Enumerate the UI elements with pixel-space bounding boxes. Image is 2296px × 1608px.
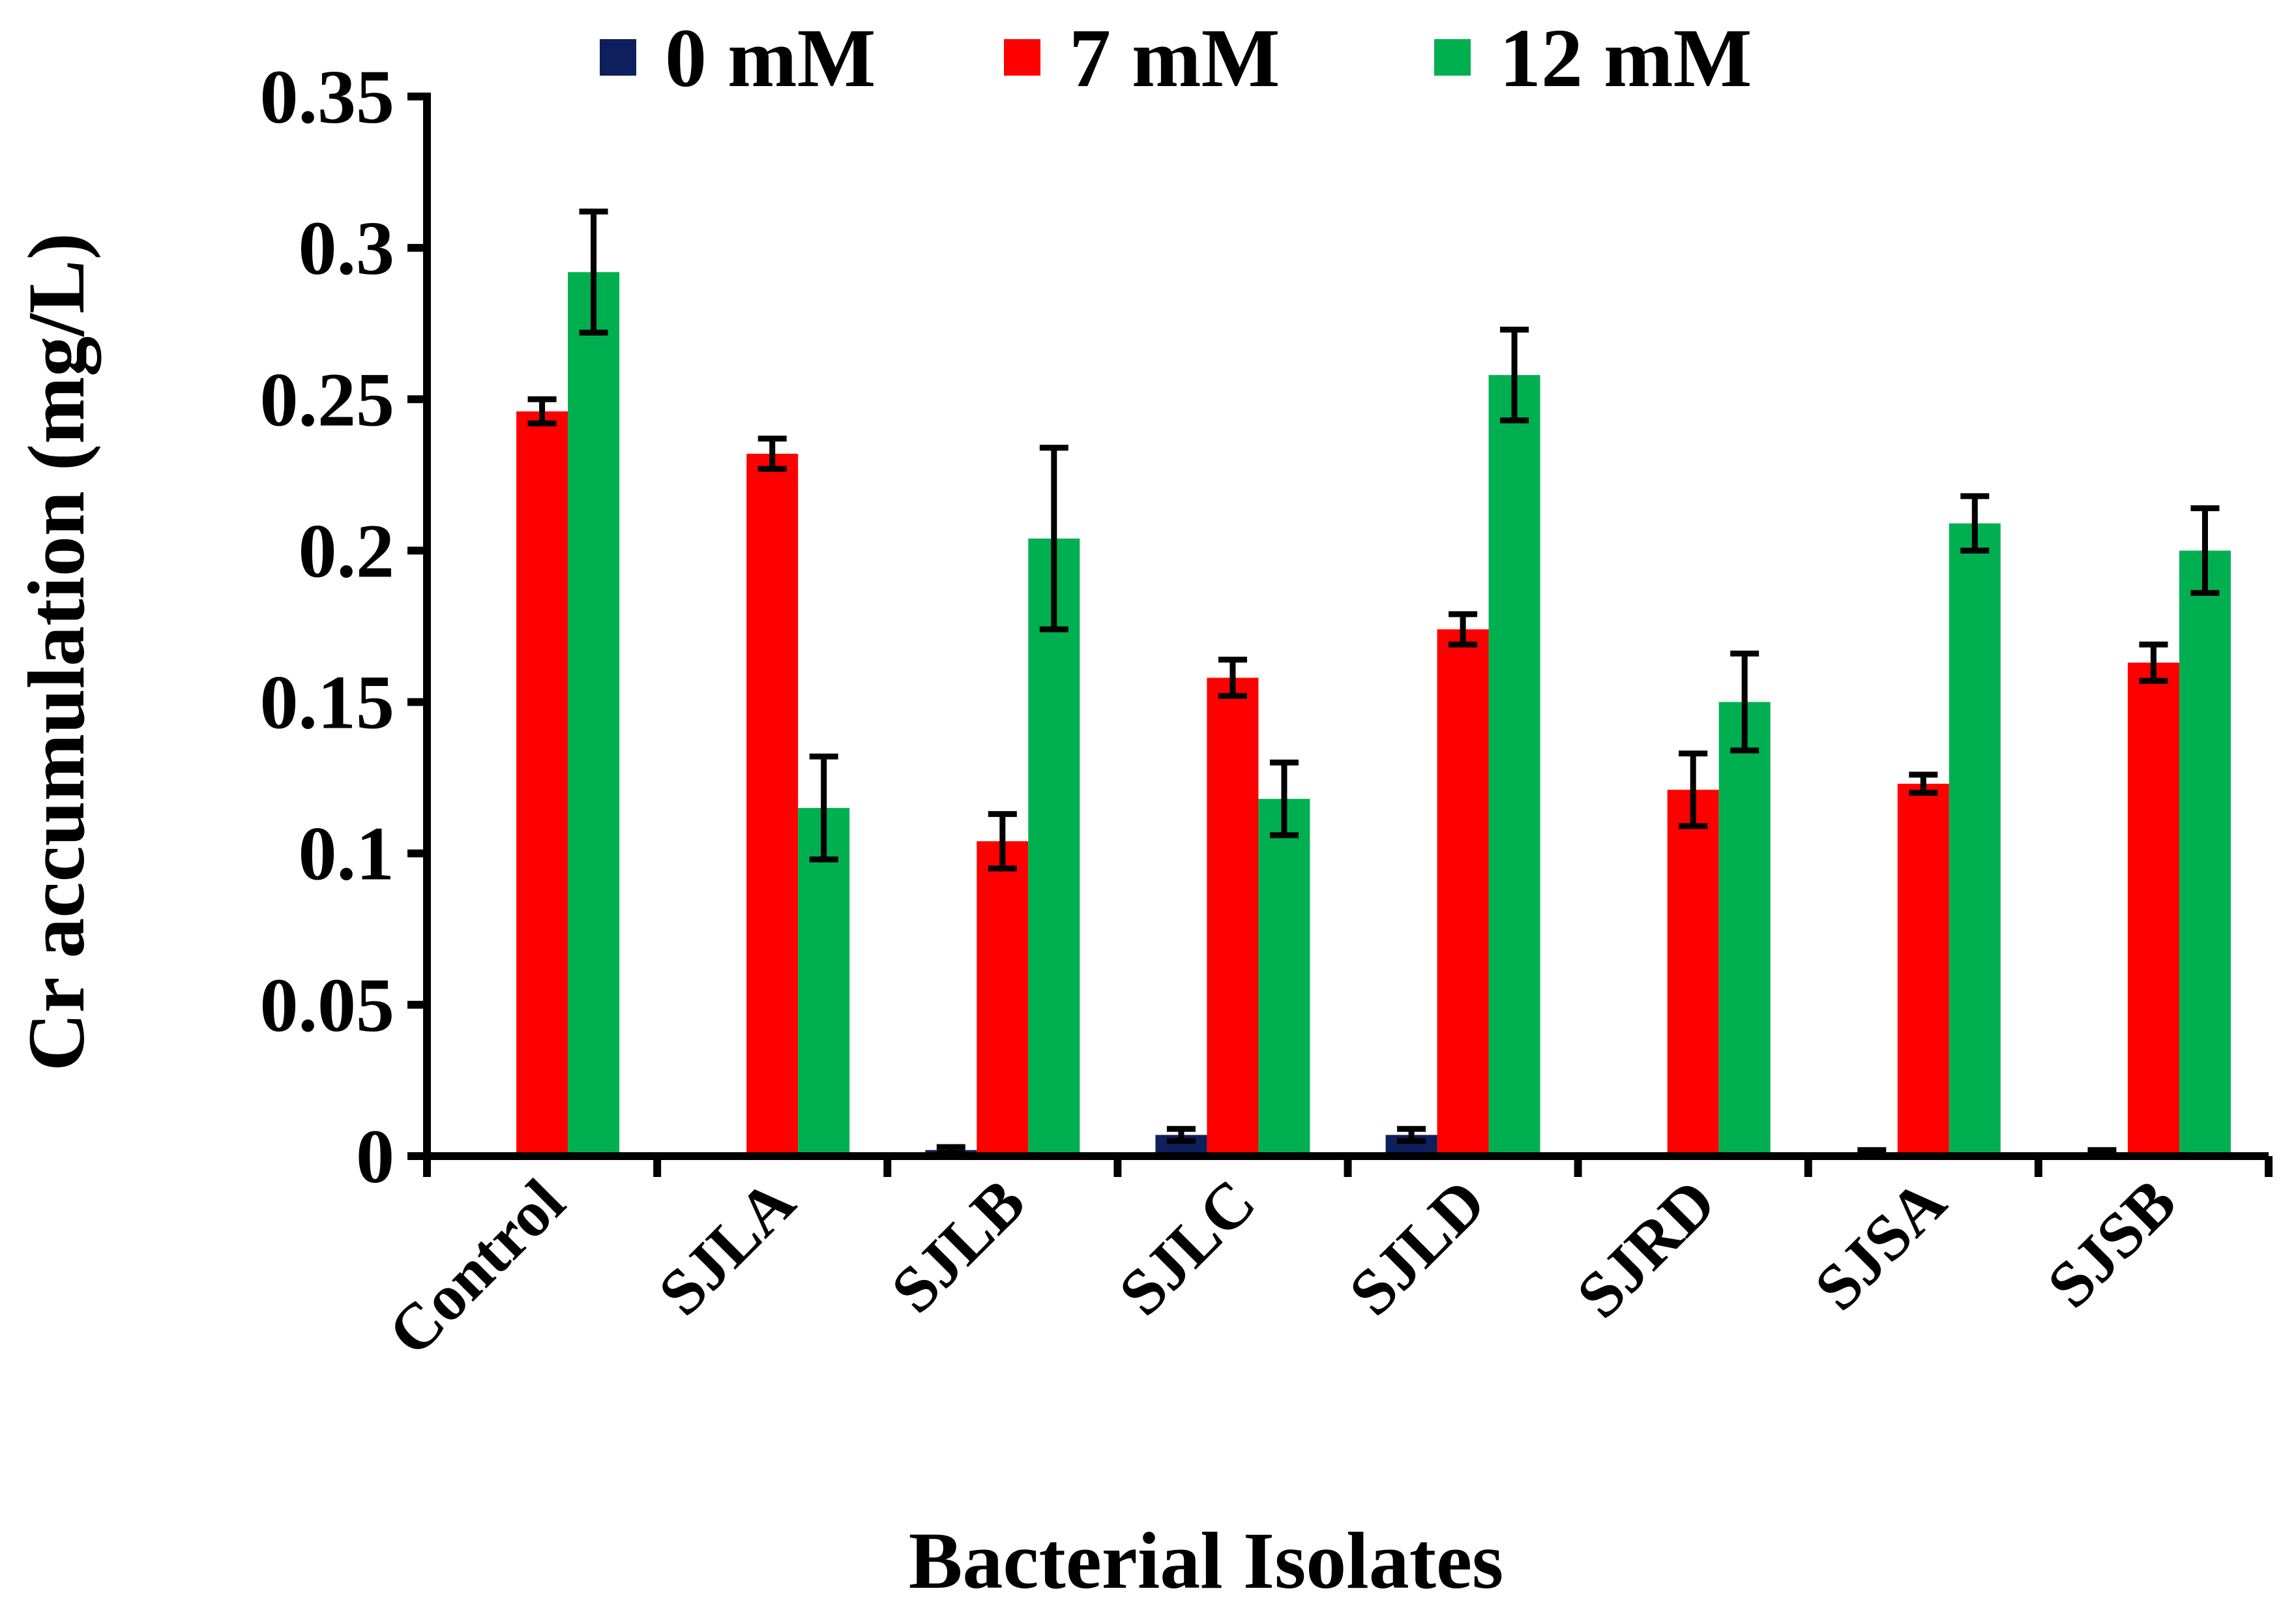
- error-bar-sjrd-7-mm: [1679, 751, 1708, 829]
- bar-control-7-mm: [516, 411, 568, 1156]
- x-tick-label-sjld: SJLD: [1335, 1165, 1499, 1329]
- bar-sjld-12-mm: [1488, 375, 1540, 1157]
- bar-sjsa-7-mm: [1897, 783, 1949, 1156]
- legend-item-7-mm: 7 mM: [1004, 12, 1280, 104]
- x-tick-label-sjlb: SJLB: [877, 1165, 1038, 1326]
- error-bar-sjrd-12-mm: [1730, 650, 1759, 754]
- legend-swatch: [600, 39, 636, 76]
- error-bar-sjsb-12-mm: [2190, 505, 2220, 596]
- error-bar-control-12-mm: [579, 208, 608, 336]
- x-tick-label-sjlc: SJLC: [1105, 1165, 1269, 1329]
- x-axis: Control SJLA SJLB SJLC SJLD SJRD SJSA SJSB: [374, 1152, 2273, 1369]
- legend-swatch: [1004, 39, 1040, 76]
- bar-sjrd-7-mm: [1667, 790, 1719, 1156]
- y-axis-title: Cr accumulation (mg/L): [12, 233, 102, 1071]
- x-tick-label-control: Control: [374, 1165, 578, 1369]
- bar-control-12-mm: [568, 272, 620, 1157]
- bar-sjld-7-mm: [1437, 629, 1489, 1156]
- legend-label: 12 mM: [1499, 12, 1752, 104]
- error-bar-sjlb-7-mm: [988, 811, 1017, 872]
- bar-sjlb-7-mm: [977, 841, 1029, 1156]
- y-tick-label: 0.05: [260, 962, 395, 1048]
- bar-sjrd-12-mm: [1718, 702, 1771, 1156]
- bar-sjlb-12-mm: [1028, 538, 1080, 1156]
- legend-label: 0 mM: [665, 12, 876, 104]
- x-tick-label-sjrd: SJRD: [1563, 1165, 1729, 1332]
- y-tick-label: 0.25: [260, 357, 395, 442]
- legend-item-12-mm: 12 mM: [1434, 12, 1752, 104]
- error-bar-sjlc-12-mm: [1269, 759, 1299, 839]
- y-tick-label: 0.1: [299, 811, 395, 897]
- bar-sjsa-12-mm: [1949, 523, 2001, 1156]
- error-bar-sjld-0-mm: [1397, 1125, 1426, 1144]
- error-bar-sjlc-7-mm: [1218, 657, 1247, 699]
- legend-swatch: [1434, 39, 1471, 76]
- y-tick-label: 0.35: [260, 54, 395, 140]
- bar-sjlc-12-mm: [1258, 799, 1310, 1156]
- error-bar-sjsa-12-mm: [1960, 493, 1990, 554]
- error-bar-sjld-7-mm: [1449, 611, 1478, 648]
- error-bar-sjla-7-mm: [758, 436, 787, 472]
- x-tick-label-sjsb: SJSB: [2033, 1165, 2190, 1322]
- bar-sjlc-7-mm: [1207, 677, 1259, 1156]
- bar-sjla-12-mm: [798, 808, 850, 1156]
- error-bar-sjla-12-mm: [809, 753, 838, 863]
- error-bar-sjlc-0-mm: [1166, 1125, 1196, 1144]
- y-tick-label: 0.2: [299, 508, 395, 593]
- error-bar-sjsb-7-mm: [2139, 641, 2168, 684]
- y-axis: 0 0.05 0.1 0.15 0.2 0.25 0.3 0.35: [260, 54, 431, 1199]
- error-bar-sjld-12-mm: [1500, 327, 1529, 424]
- legend-item-0-mm: 0 mM: [600, 12, 876, 104]
- bar-sjsb-7-mm: [2127, 663, 2179, 1156]
- x-tick-label-sjla: SJLA: [645, 1165, 808, 1329]
- x-axis-title: Bacterial Isolates: [909, 1516, 1504, 1605]
- error-bar-sjlb-12-mm: [1039, 445, 1068, 633]
- x-tick-label-sjsa: SJSA: [1801, 1165, 1960, 1324]
- bar-sjsb-12-mm: [2179, 550, 2231, 1156]
- legend-label: 7 mM: [1069, 12, 1280, 104]
- y-tick-label: 0.15: [260, 660, 395, 745]
- bar-sjla-7-mm: [746, 453, 799, 1156]
- error-bar-control-7-mm: [527, 396, 557, 426]
- y-tick-label: 0: [356, 1114, 394, 1199]
- y-tick-label: 0.3: [299, 205, 395, 291]
- legend: 0 mM 7 mM 12 mM: [600, 12, 1752, 104]
- error-bar-sjsa-7-mm: [1909, 771, 1938, 796]
- bars: [465, 272, 2231, 1157]
